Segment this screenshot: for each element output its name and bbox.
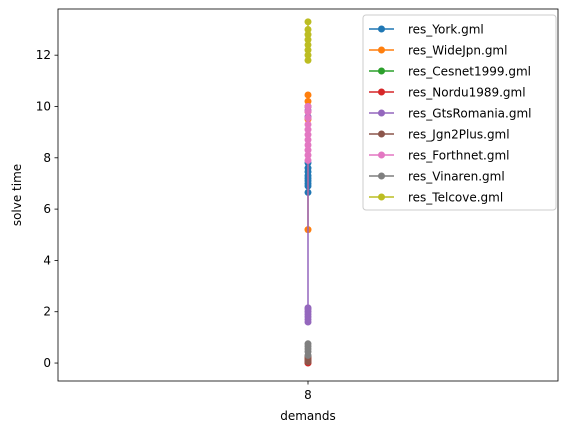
legend-marker [378, 193, 385, 201]
x-axis-ticks: 8 [304, 381, 312, 402]
data-point [304, 91, 312, 99]
x-tick-label: 8 [304, 388, 312, 402]
data-point [304, 102, 312, 110]
data-point [304, 146, 312, 154]
data-point [304, 31, 312, 39]
data-point [304, 36, 312, 44]
legend-label: res_Jgn2Plus.gml [408, 128, 510, 142]
data-point [304, 26, 312, 34]
data-point [304, 340, 312, 348]
data-point [304, 56, 312, 64]
legend-label: res_Forthnet.gml [408, 149, 510, 163]
data-point [304, 46, 312, 54]
y-axis-label: solve time [10, 164, 24, 226]
legend-label: res_WideJpn.gml [408, 44, 507, 58]
y-tick-label: 10 [36, 99, 51, 113]
data-point [304, 151, 312, 159]
y-tick-label: 12 [36, 48, 51, 62]
data-point [304, 120, 312, 128]
legend-marker [378, 25, 385, 33]
legend-marker [378, 109, 385, 117]
data-point [304, 114, 312, 122]
x-axis-label: demands [280, 409, 336, 423]
data-point [304, 141, 312, 149]
legend-marker [378, 130, 385, 138]
data-point [304, 51, 312, 59]
data-point [304, 108, 312, 116]
legend-label: res_Cesnet1999.gml [408, 65, 531, 79]
legend-marker [378, 151, 385, 159]
data-point [304, 97, 312, 105]
legend-label: res_Telcove.gml [408, 191, 503, 205]
data-point [304, 18, 312, 26]
y-axis-ticks: 0 2 4 6 8 10 12 [36, 48, 58, 370]
data-point [304, 131, 312, 139]
data-point [304, 156, 312, 164]
series-layer [304, 18, 312, 367]
legend-label: res_York.gml [408, 23, 484, 37]
y-tick-label: 4 [43, 253, 51, 267]
legend-marker [378, 67, 385, 75]
legend-label: res_Nordu1989.gml [408, 86, 526, 100]
data-point [304, 126, 312, 134]
legend-marker [378, 88, 385, 96]
data-point [304, 136, 312, 144]
legend: res_York.gml res_WideJpn.gml res_Cesnet199… [362, 14, 557, 211]
legend-marker [378, 46, 385, 54]
legend-label: res_GtsRomania.gml [408, 107, 532, 121]
legend-label: res_Vinaren.gml [408, 170, 505, 184]
legend-marker [378, 172, 385, 180]
y-tick-label: 0 [43, 356, 51, 370]
y-tick-label: 6 [43, 202, 51, 216]
data-point [304, 304, 312, 312]
y-tick-label: 2 [43, 305, 51, 319]
legend-box [362, 14, 557, 211]
y-tick-label: 8 [43, 151, 51, 165]
data-point [304, 41, 312, 49]
